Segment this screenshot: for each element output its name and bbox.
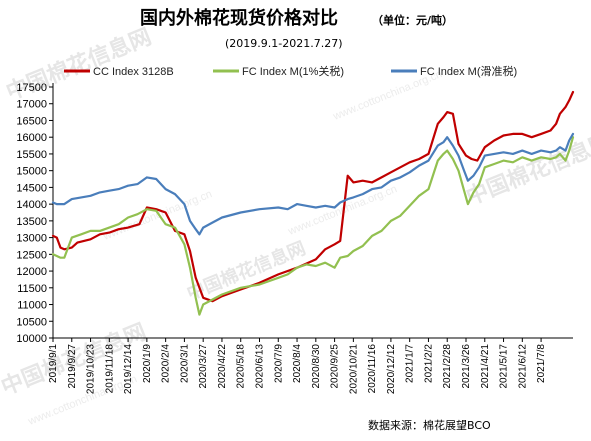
y-tick-label: 15500 bbox=[16, 149, 47, 161]
series-line bbox=[51, 132, 575, 236]
chart-unit: （单位：元/吨） bbox=[372, 13, 453, 27]
x-tick-label: 2021/3/26 bbox=[461, 344, 472, 389]
y-tick-label: 16000 bbox=[16, 132, 47, 144]
x-tick-label: 2020/2/4 bbox=[161, 344, 172, 383]
y-tick-label: 13500 bbox=[16, 216, 47, 228]
y-tick-label: 12000 bbox=[16, 266, 47, 278]
chart-series bbox=[51, 90, 575, 316]
watermark-url: www.cottonchina.org.cn bbox=[101, 188, 214, 243]
y-tick-label: 13000 bbox=[16, 233, 47, 245]
x-tick-label: 2021/2/28 bbox=[442, 344, 453, 389]
x-tick-label: 2020/11/16 bbox=[367, 344, 378, 394]
y-tick-label: 15000 bbox=[16, 166, 47, 178]
data-source: 数据来源：棉花展望BCO bbox=[368, 418, 491, 432]
x-tick-label: 2020/8/30 bbox=[311, 344, 322, 389]
legend-label: FC Index M(1%关税) bbox=[242, 64, 344, 78]
x-tick-label: 2020/3/27 bbox=[198, 344, 209, 389]
y-tick-label: 14000 bbox=[16, 199, 47, 211]
y-tick-label: 16500 bbox=[16, 115, 47, 127]
x-tick-label: 2020/3/1 bbox=[179, 344, 190, 383]
x-tick-label: 2020/12/12 bbox=[386, 344, 397, 394]
chart-legend: CC Index 3128B FC Index M(1%关税) FC Index M… bbox=[64, 64, 517, 78]
series-line bbox=[51, 90, 575, 303]
y-tick-label: 10000 bbox=[16, 333, 47, 345]
x-tick-label: 2020/7/9 bbox=[273, 344, 284, 383]
x-tick-label: 2021/2/2 bbox=[423, 344, 434, 383]
x-tick-label: 2019/9/27 bbox=[67, 344, 78, 389]
legend-label: FC Index M(滑准税) bbox=[420, 64, 517, 78]
y-tick-label: 11000 bbox=[17, 300, 47, 312]
y-tick-label: 11500 bbox=[17, 283, 47, 295]
x-tick-label: 2021/7/8 bbox=[536, 344, 547, 383]
y-tick-label: 17500 bbox=[16, 82, 47, 94]
x-tick-label: 2019/11/18 bbox=[104, 344, 115, 394]
y-tick-label: 12500 bbox=[16, 249, 47, 261]
x-tick-label: 2020/1/9 bbox=[142, 344, 153, 383]
x-tick-label: 2020/8/4 bbox=[292, 344, 303, 383]
x-tick-label: 2021/1/7 bbox=[405, 344, 416, 383]
x-tick-label: 2020/6/13 bbox=[254, 344, 265, 389]
legend-label: CC Index 3128B bbox=[93, 66, 174, 78]
x-tick-label: 2020/4/22 bbox=[217, 344, 228, 389]
x-tick-label: 2020/5/18 bbox=[236, 344, 247, 389]
y-tick-label: 14500 bbox=[16, 182, 47, 194]
x-tick-label: 2019/10/23 bbox=[86, 344, 97, 394]
y-tick-label: 17000 bbox=[16, 99, 47, 111]
chart-axes: 10000 10500 11000 11500 12000 12500 13000 13500… bbox=[16, 82, 573, 394]
x-tick-label: 2019/12/14 bbox=[123, 344, 134, 394]
x-tick-label: 2020/9/25 bbox=[330, 344, 341, 389]
x-tick-label: 2020/10/21 bbox=[348, 344, 359, 394]
y-tick-label: 10500 bbox=[16, 316, 47, 328]
x-tick-label: 2019/9/1 bbox=[48, 344, 59, 383]
x-tick-label: 2021/4/21 bbox=[480, 344, 491, 389]
chart-title: 国内外棉花现货价格对比 bbox=[140, 7, 338, 29]
series-line bbox=[51, 136, 575, 316]
x-tick-label: 2021/5/17 bbox=[499, 344, 510, 389]
chart-subtitle: (2019.9.1-2021.7.27) bbox=[225, 37, 343, 50]
x-tick-label: 2021/6/12 bbox=[517, 344, 528, 389]
